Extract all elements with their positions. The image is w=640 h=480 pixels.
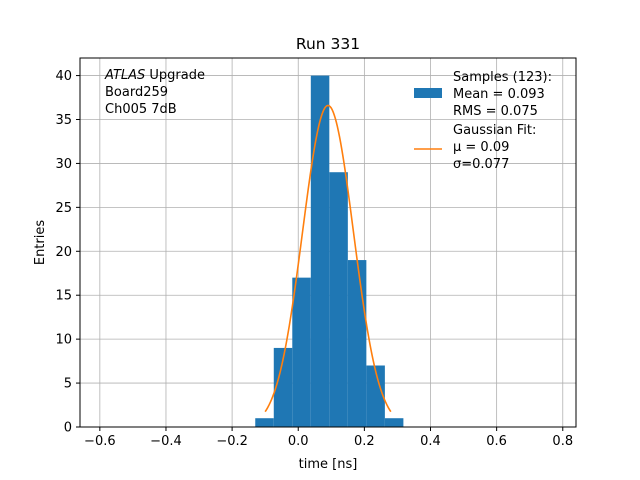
histogram-bar bbox=[255, 418, 274, 427]
y-tick-label: 35 bbox=[55, 113, 72, 128]
y-axis-label: Entries bbox=[33, 220, 48, 266]
histogram-bar bbox=[384, 418, 404, 427]
x-axis-label: time [ns] bbox=[299, 457, 358, 472]
histogram-bar bbox=[310, 75, 330, 428]
chart-title: Run 331 bbox=[296, 35, 360, 53]
gaussian-fit-curve bbox=[264, 104, 392, 413]
y-tick-label: 30 bbox=[55, 157, 72, 172]
histogram-bar bbox=[292, 277, 311, 427]
gaussian-fit-layer bbox=[264, 104, 392, 413]
histogram-bars bbox=[255, 75, 404, 428]
x-tick-label: −0.2 bbox=[216, 434, 248, 449]
x-tick-label: −0.4 bbox=[150, 434, 182, 449]
x-axis-ticks: −0.6 −0.4 −0.2 0.0 0.2 0.4 0.6 0.8 bbox=[84, 427, 573, 449]
x-tick-label: 0.8 bbox=[552, 434, 573, 449]
y-tick-label: 40 bbox=[55, 69, 72, 84]
y-tick-label: 20 bbox=[55, 245, 72, 260]
y-tick-label: 10 bbox=[55, 333, 72, 348]
x-tick-label: 0.6 bbox=[486, 434, 507, 449]
legend-fit-text: Gaussian Fit: bbox=[453, 123, 536, 138]
histogram-bar bbox=[347, 260, 367, 427]
legend-hist-text: Mean = 0.093 bbox=[453, 87, 545, 102]
legend-fit-text: μ = 0.09 bbox=[453, 140, 509, 155]
histogram-bar bbox=[329, 172, 348, 427]
y-tick-label: 0 bbox=[64, 421, 72, 436]
x-tick-label: −0.6 bbox=[84, 434, 116, 449]
x-tick-label: 0.0 bbox=[288, 434, 309, 449]
annotation-line: Board259 bbox=[105, 85, 168, 100]
plot-frame bbox=[79, 57, 577, 428]
legend-hist-text: Samples (123): bbox=[453, 70, 552, 85]
histogram-bar bbox=[366, 365, 385, 427]
annotation-line: ATLAS Upgrade bbox=[104, 68, 205, 83]
legend: Samples (123): Mean = 0.093 RMS = 0.075 G… bbox=[414, 70, 552, 172]
x-tick-label: 0.4 bbox=[420, 434, 441, 449]
annotation-line: Ch005 7dB bbox=[105, 102, 177, 117]
histogram-bar bbox=[273, 347, 293, 427]
legend-hist-text: RMS = 0.075 bbox=[453, 104, 538, 119]
y-tick-label: 5 bbox=[64, 377, 72, 392]
y-axis-ticks: 0 5 10 15 20 25 30 35 40 bbox=[55, 69, 80, 436]
atlas-annotation: ATLAS Upgrade Board259 Ch005 7dB bbox=[104, 68, 205, 117]
x-tick-label: 0.2 bbox=[354, 434, 375, 449]
legend-hist-swatch bbox=[414, 88, 442, 98]
y-tick-label: 25 bbox=[55, 201, 72, 216]
y-tick-label: 15 bbox=[55, 289, 72, 304]
legend-fit-text: σ=0.077 bbox=[453, 157, 509, 172]
